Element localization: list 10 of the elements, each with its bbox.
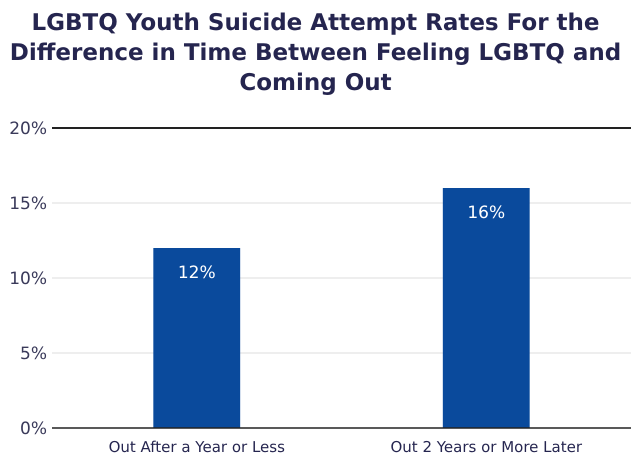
y-tick-label: 0% bbox=[20, 419, 47, 439]
y-tick-label: 15% bbox=[9, 194, 47, 214]
x-tick-label: Out After a Year or Less bbox=[108, 438, 286, 456]
y-tick-label: 20% bbox=[9, 119, 47, 139]
x-tick-label: Out 2 Years or More Later bbox=[390, 438, 583, 456]
chart-title: LGBTQ Youth Suicide Attempt Rates For the Difference in Time Between Feeling LGBTQ and Coming Out bbox=[10, 10, 622, 96]
y-tick-label: 5% bbox=[20, 344, 47, 364]
y-tick-label: 10% bbox=[9, 269, 47, 289]
data-label: 16% bbox=[467, 203, 506, 223]
data-label: 12% bbox=[178, 263, 216, 283]
